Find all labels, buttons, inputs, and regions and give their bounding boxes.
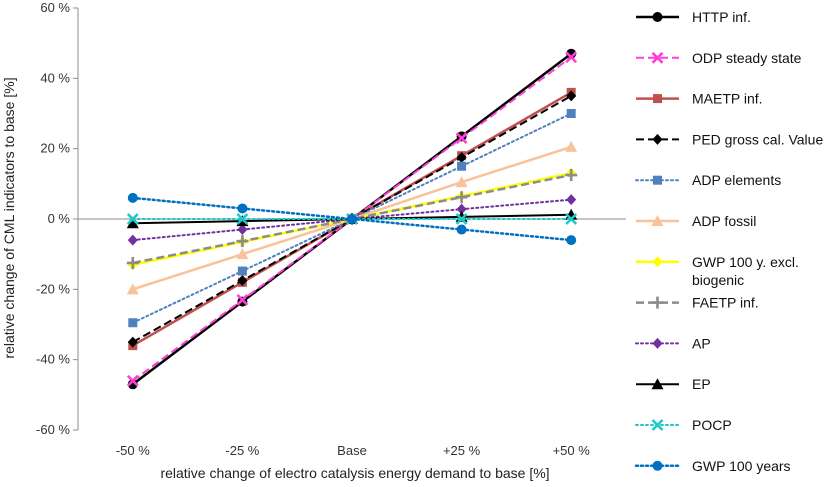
data-point [237,224,248,236]
x-axis-ticks: -50 % -25 % Base +25 % +50 % [116,443,590,458]
data-point [127,234,138,246]
x-tick-label: +25 % [443,443,481,458]
data-point [565,140,578,152]
legend-label: ADP elements [692,172,781,188]
y-tick-label: 60 % [40,0,70,15]
legend-label: HTTP inf. [692,9,751,25]
legend-marker [652,133,663,145]
data-point [236,235,249,248]
legend-marker [652,256,663,268]
legend-marker [651,419,664,431]
legend-marker [651,51,664,64]
data-point [456,224,467,235]
legend-label: GWP 100 years [692,458,791,474]
series-line-odp-steady-state [132,56,572,382]
data-point [236,293,249,306]
legend-label: FAETP inf. [692,295,759,311]
y-axis-ticks: -60 % -40 % -20 % 0 % 20 % 40 % 60 % [36,0,78,437]
x-tick-label: -50 % [116,443,150,458]
y-tick-label: 20 % [40,141,70,156]
data-point [566,90,577,102]
x-tick-label: -25 % [225,443,259,458]
legend-marker [652,460,663,471]
y-tick-label: -40 % [36,352,70,367]
data-point [455,213,468,225]
data-point [565,213,578,225]
legend-item: ODP steady state [636,50,802,66]
data-point [457,161,467,171]
legend-marker [653,94,662,104]
y-tick-label: 40 % [40,70,70,85]
legend-marker [652,12,663,22]
legend: HTTP inf. ODP steady state MAETP inf. PED g… [634,9,823,474]
legend-label: ODP steady state [692,50,802,66]
legend-item: ADP fossil [636,213,756,229]
data-point [237,275,248,287]
data-point [566,109,576,118]
legend-marker [651,296,664,309]
legend-item: GWP 100 years [634,458,791,474]
data-point [127,336,138,348]
data-point [126,213,139,225]
data-point [127,192,138,203]
legend-item: GWP 100 y. excl. biogenic [636,254,799,288]
data-point [456,203,467,215]
y-axis-label: relative change of CML indicators to bas… [1,77,17,358]
legend-item: PED gross cal. Value [636,131,823,147]
legend-item: POCP [635,417,732,433]
series-layer [126,48,578,390]
legend-marker [651,215,664,226]
legend-marker [651,378,664,390]
data-point [456,151,467,163]
data-point [126,374,139,387]
data-point [128,318,138,328]
legend-item: ADP elements [635,172,781,188]
data-point [126,283,139,295]
legend-item: AP [635,335,711,351]
legend-marker [652,337,663,349]
data-point [455,176,468,188]
data-point [566,194,577,206]
legend-label: AP [692,335,711,351]
x-tick-label: +50 % [553,443,591,458]
data-point [237,203,248,214]
data-point [455,132,468,145]
data-point [565,169,578,182]
data-point [126,217,139,229]
data-point [455,191,468,204]
legend-label: GWP 100 y. excl. biogenic [692,254,799,288]
y-tick-label: -20 % [36,281,70,296]
data-point [236,248,249,260]
data-point [126,256,139,269]
legend-item: FAETP inf. [636,295,759,311]
data-point [566,235,577,246]
legend-item: HTTP inf. [636,9,751,25]
data-point [237,266,247,276]
legend-label: POCP [692,417,732,433]
y-tick-label: 0 % [48,211,71,226]
legend-label: PED gross cal. Value [692,131,823,147]
x-axis-label: relative change of electro catalysis ene… [160,465,549,481]
x-tick-label: Base [337,443,367,458]
y-tick-label: -60 % [36,422,70,437]
data-point [565,51,578,64]
data-point [347,214,357,224]
legend-marker [653,175,662,185]
data-point [236,213,249,225]
legend-label: ADP fossil [692,213,756,229]
legend-label: MAETP inf. [692,91,763,107]
legend-item: MAETP inf. [636,91,763,107]
legend-label: EP [692,376,711,392]
legend-item: EP [636,376,711,392]
series-gwp-100-years [127,192,577,246]
